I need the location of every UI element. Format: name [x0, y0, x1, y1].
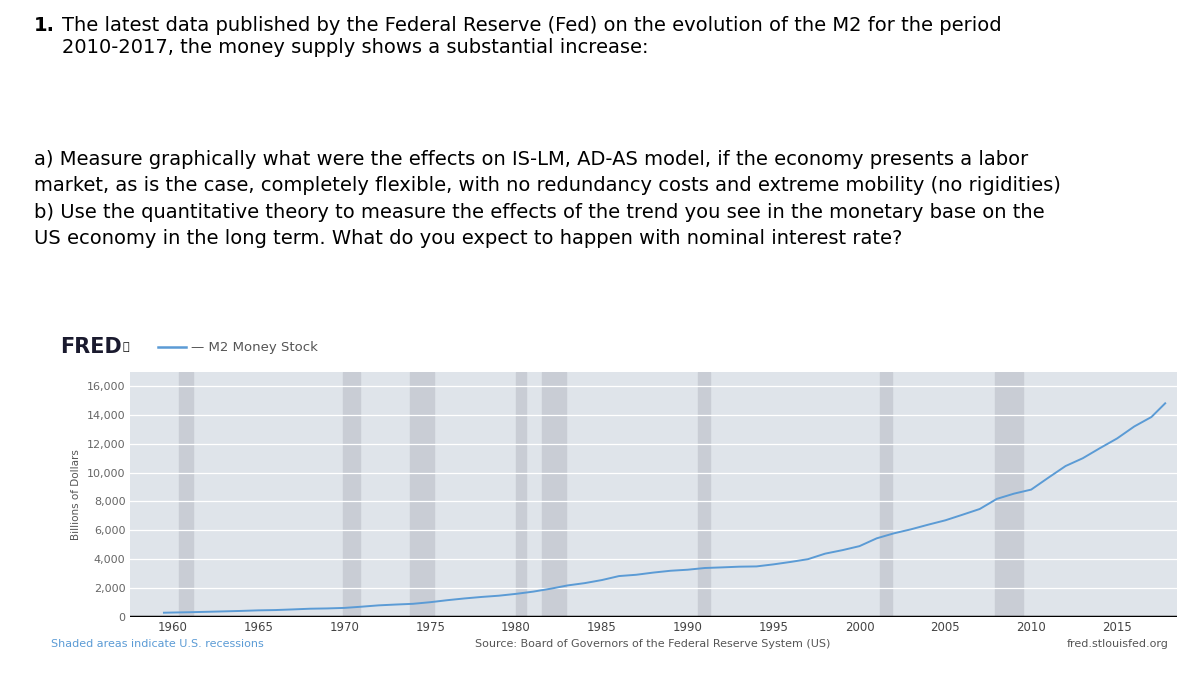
Bar: [995, 372, 1022, 617]
Bar: [698, 372, 710, 617]
Bar: [516, 372, 527, 617]
Text: fred.stlouisfed.org: fred.stlouisfed.org: [1067, 639, 1169, 649]
Text: FRED: FRED: [60, 337, 122, 357]
Bar: [541, 372, 566, 617]
Bar: [342, 372, 360, 617]
Text: a) Measure graphically what were the effects on IS-LM, AD-AS model, if the econo: a) Measure graphically what were the eff…: [34, 150, 1061, 248]
Text: — M2 Money Stock: — M2 Money Stock: [191, 340, 318, 353]
Text: 1.: 1.: [34, 16, 55, 35]
Bar: [880, 372, 892, 617]
Bar: [409, 372, 433, 617]
Text: Source: Board of Governors of the Federal Reserve System (US): Source: Board of Governors of the Federa…: [475, 639, 830, 649]
Text: The latest data published by the Federal Reserve (Fed) on the evolution of the M: The latest data published by the Federal…: [62, 16, 1002, 57]
Y-axis label: Billions of Dollars: Billions of Dollars: [71, 449, 82, 540]
Bar: [180, 372, 193, 617]
Text: Shaded areas indicate U.S. recessions: Shaded areas indicate U.S. recessions: [52, 639, 264, 649]
Text: 📈: 📈: [122, 342, 128, 352]
